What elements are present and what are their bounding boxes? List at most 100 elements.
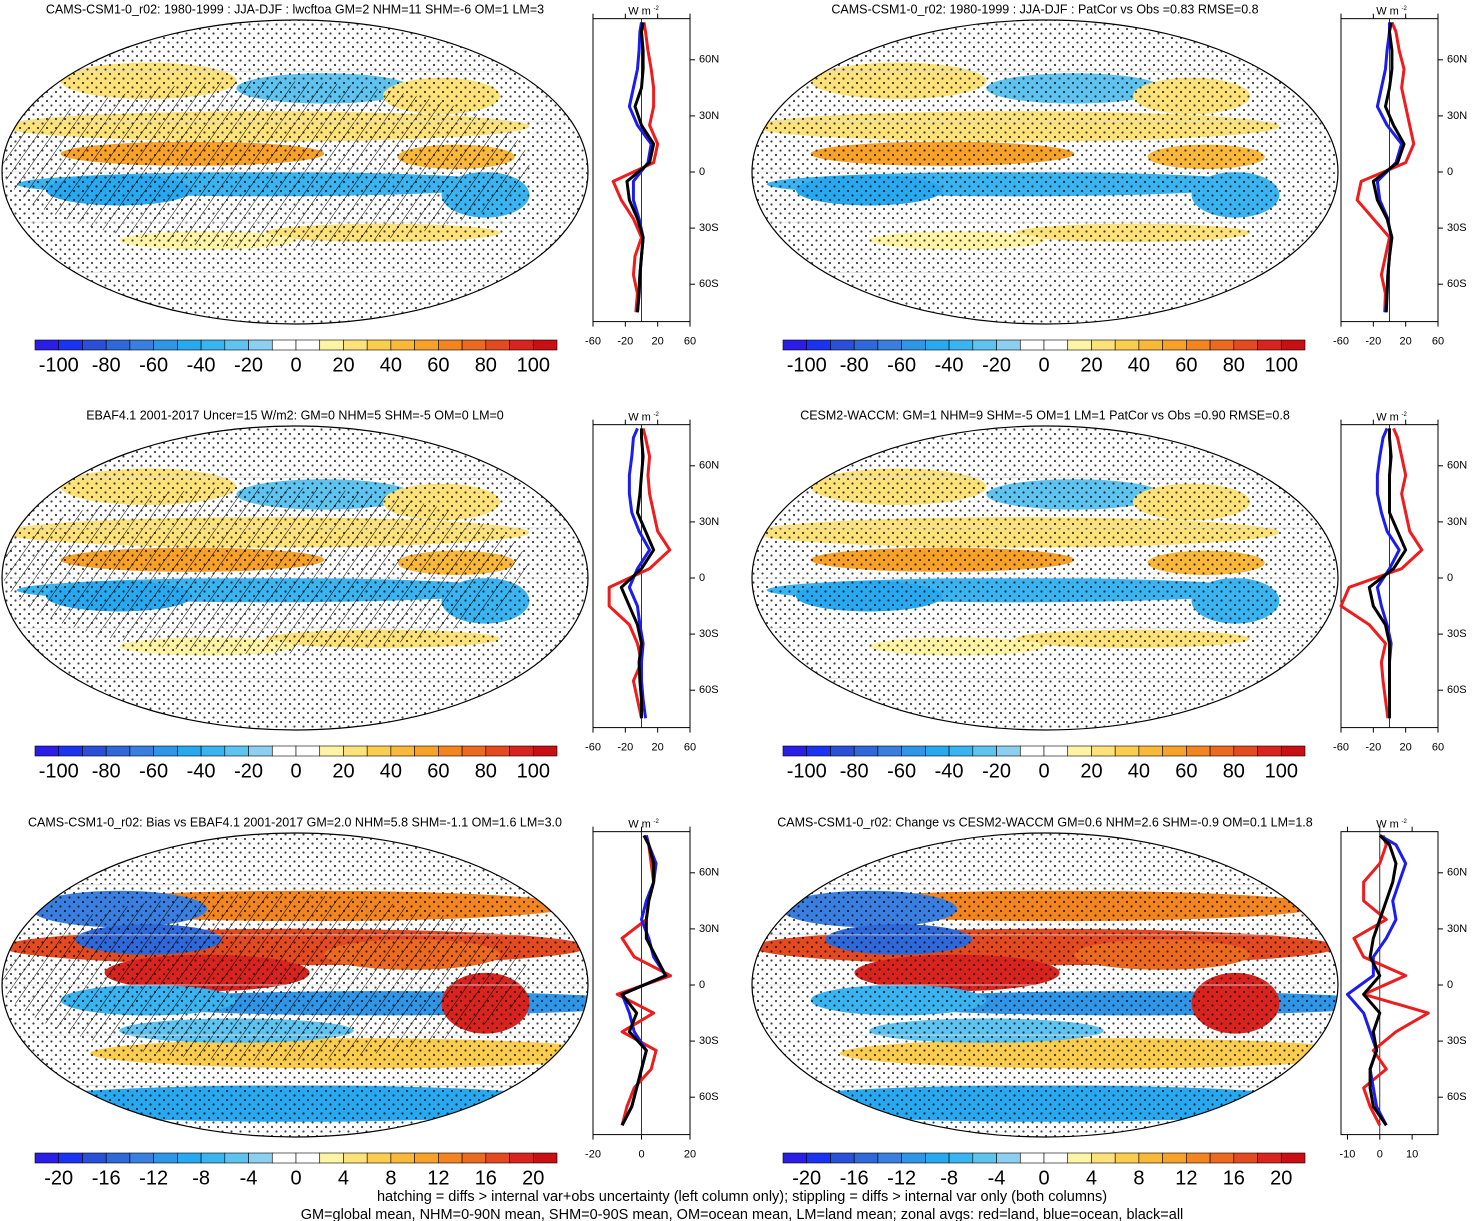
colorbar-label: -80 (92, 354, 121, 376)
colorbar-box (830, 745, 855, 757)
x-tick-label: 60 (1432, 336, 1444, 348)
colorbar-box (1091, 745, 1116, 757)
y-tick-label: 60S (1447, 1091, 1467, 1103)
colorbar-box (1114, 1152, 1140, 1164)
colorbar-box (153, 745, 178, 757)
colorbar-box (58, 745, 83, 757)
colorbar-box (177, 1152, 202, 1164)
colorbar-box (1209, 745, 1235, 757)
colorbar-label: -100 (39, 760, 79, 782)
note: GM=global mean, NHM=0-90N mean, SHM=0-90… (301, 1207, 1184, 1221)
colorbar-box (806, 745, 831, 757)
colorbar-box (200, 339, 226, 351)
y-tick-label: 60N (1447, 867, 1467, 879)
y-tick-label: 0 (1447, 979, 1453, 991)
y-tick-label: 60N (699, 54, 719, 66)
map-border (1, 425, 589, 731)
colorbar-box (1257, 745, 1282, 757)
colorbar-box (438, 339, 463, 351)
colorbar-label: 40 (380, 760, 402, 782)
colorbar-box (532, 745, 558, 757)
colorbar-box (1138, 339, 1163, 351)
colorbar-box (271, 339, 297, 351)
y-tick-label: 30S (1447, 1035, 1467, 1047)
colorbar-label: 4 (338, 1167, 349, 1189)
colorbar-box (295, 339, 321, 351)
colorbar-box (532, 1152, 558, 1164)
colorbar-box (996, 1152, 1021, 1164)
colorbar-box (58, 1152, 83, 1164)
zonal-line (620, 834, 668, 1126)
colorbar-box (200, 1152, 226, 1164)
colorbar-box (877, 745, 902, 757)
colorbar-label: 0 (290, 760, 301, 782)
colorbar-box (1043, 1152, 1069, 1164)
y-tick-label: 30S (699, 628, 719, 640)
colorbar-box (1138, 745, 1163, 757)
panel-title: CESM2-WACCM: GM=1 NHM=9 SHM=-5 OM=1 LM=1… (800, 408, 1290, 422)
map (2, 20, 588, 324)
colorbar-box (532, 339, 558, 351)
colorbar-label: -16 (92, 1167, 121, 1189)
colorbar-label: -80 (92, 760, 121, 782)
colorbar-box (996, 745, 1021, 757)
colorbar-box (1114, 339, 1140, 351)
y-tick-label: 30S (699, 1035, 719, 1047)
colorbar-box (1233, 339, 1258, 351)
colorbar-box (461, 1152, 487, 1164)
y-tick-label: 0 (1447, 572, 1453, 584)
colorbar-box (1043, 339, 1069, 351)
colorbar-box (319, 339, 344, 351)
x-tick-label: -20 (585, 1149, 601, 1161)
colorbar-box (853, 745, 879, 757)
colorbar-box (1257, 339, 1282, 351)
colorbar-label: -80 (840, 760, 869, 782)
colorbar-label: 60 (1175, 760, 1197, 782)
colorbar-label: 20 (332, 760, 354, 782)
y-tick-label: 30N (1447, 516, 1467, 528)
colorbar-box (925, 745, 950, 757)
colorbar-label: -16 (840, 1167, 869, 1189)
colorbar-label: -8 (940, 1167, 958, 1189)
colorbar-box (1233, 745, 1258, 757)
colorbar-box (948, 339, 974, 351)
colorbar-box (248, 339, 273, 351)
colorbar-box (295, 1152, 321, 1164)
colorbar-box (1209, 339, 1235, 351)
colorbar-box (485, 1152, 510, 1164)
map-border (1, 832, 589, 1138)
zonal-line (1367, 428, 1408, 719)
panel-title: CAMS-CSM1-0_r02: Bias vs EBAF4.1 2001-20… (28, 815, 562, 829)
colorbar-label: 8 (1133, 1167, 1144, 1189)
colorbar-label: 100 (1265, 354, 1298, 376)
colorbar-label: -20 (982, 760, 1011, 782)
y-tick-label: 30S (1447, 222, 1467, 234)
y-tick-label: 30N (699, 516, 719, 528)
colorbar-box (34, 339, 60, 351)
y-tick-label: 60S (699, 684, 719, 696)
colorbar-box (1280, 1152, 1306, 1164)
y-tick-label: 30N (699, 923, 719, 935)
colorbar-box (343, 339, 368, 351)
colorbar-box (343, 745, 368, 757)
zonal-frame (1340, 831, 1439, 1136)
colorbar-box (248, 1152, 273, 1164)
colorbar-label: -4 (240, 1167, 258, 1189)
colorbar-box (1233, 1152, 1258, 1164)
colorbar-box (972, 339, 997, 351)
panel-title: CAMS-CSM1-0_r02: 1980-1999 : JJA-DJF : l… (46, 2, 544, 16)
colorbar-label: 20 (522, 1167, 544, 1189)
x-tick-label: 60 (684, 336, 696, 348)
colorbar-label: 0 (1038, 1167, 1049, 1189)
x-tick-label: -60 (1333, 336, 1349, 348)
colorbar-box (901, 339, 926, 351)
map (752, 426, 1338, 730)
colorbar-box (1067, 1152, 1092, 1164)
colorbar-box (1280, 745, 1306, 757)
y-tick-label: 0 (699, 166, 705, 178)
colorbar-box (438, 1152, 463, 1164)
colorbar-label: 20 (1080, 354, 1102, 376)
colorbar-box (1162, 339, 1187, 351)
zonal-unit-sup: -2 (1402, 6, 1408, 12)
colorbar-box (177, 339, 202, 351)
